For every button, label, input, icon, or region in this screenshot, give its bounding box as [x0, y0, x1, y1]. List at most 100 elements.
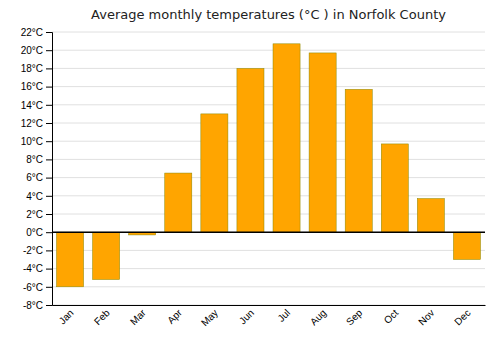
y-tick-label: 10°C	[21, 136, 43, 147]
y-tick-label: -8°C	[23, 300, 43, 311]
y-tick-mark	[46, 305, 52, 306]
y-tick-mark	[46, 50, 52, 51]
y-tick-label: 8°C	[26, 154, 43, 165]
y-tick-mark	[46, 159, 52, 160]
grid-line	[52, 86, 485, 87]
bar	[165, 173, 192, 232]
y-axis: -8°C -6°C -4°C -2°C 0°C 2°C 4°C 6°C 8°C 10°C 12°C 1…	[21, 27, 53, 311]
y-tick: 2°C	[26, 209, 52, 220]
x-axis-line	[53, 305, 486, 306]
grid-line	[52, 123, 485, 124]
y-axis-line	[46, 33, 53, 306]
x-tick-label: Mar	[128, 307, 148, 327]
x-tick-label: Feb	[92, 307, 112, 327]
y-tick: -2°C	[23, 245, 52, 256]
y-tick: -8°C	[23, 300, 52, 311]
x-tick: Oct	[382, 307, 401, 326]
y-tick-mark	[46, 269, 52, 270]
bar	[201, 114, 228, 232]
grid-line	[52, 141, 485, 142]
bars	[57, 44, 481, 287]
y-tick-mark	[46, 196, 52, 197]
x-tick: Jul	[275, 307, 292, 324]
x-tick-label: Aug	[308, 307, 328, 327]
bar	[417, 199, 444, 233]
y-tick-mark	[46, 105, 52, 106]
x-tick: Apr	[165, 307, 184, 326]
y-tick: 14°C	[21, 100, 52, 111]
x-tick-label: Jul	[275, 307, 292, 324]
grid-line	[52, 68, 485, 69]
x-tick-label: Jan	[57, 307, 76, 326]
grid-line	[52, 232, 485, 233]
grid-line	[52, 104, 485, 105]
x-tick: Dec	[452, 307, 472, 327]
y-tick-label: 0°C	[26, 227, 43, 238]
bar	[93, 232, 120, 279]
y-tick: 8°C	[26, 154, 52, 165]
x-tick: Sep	[344, 307, 365, 328]
bar	[237, 68, 264, 232]
y-tick-label: 4°C	[26, 191, 43, 202]
grid-line	[52, 177, 485, 178]
grid-line	[52, 159, 485, 160]
x-tick: Nov	[416, 307, 436, 327]
y-tick-mark	[46, 214, 52, 215]
y-tick-mark	[46, 123, 52, 124]
y-tick-label: 14°C	[21, 100, 43, 111]
bar	[57, 232, 84, 287]
y-tick-label: -4°C	[23, 263, 43, 274]
y-tick-label: 20°C	[21, 45, 43, 56]
y-tick-label: 12°C	[21, 118, 43, 129]
bar	[453, 232, 480, 259]
y-tick-label: -6°C	[23, 282, 43, 293]
chart: -8°C -6°C -4°C -2°C 0°C 2°C 4°C 6°C 8°C 10°C 12°C 1…	[0, 0, 500, 350]
y-tick: -6°C	[23, 282, 52, 293]
zero-line	[52, 231, 485, 233]
y-tick-mark	[46, 250, 52, 251]
x-tick: Jun	[237, 307, 256, 326]
y-tick: 22°C	[21, 27, 52, 38]
bar	[273, 44, 300, 232]
x-tick: Jan	[57, 307, 76, 326]
grid-line	[52, 50, 485, 51]
y-tick: 20°C	[21, 45, 52, 56]
y-tick-label: 18°C	[21, 63, 43, 74]
x-tick-label: Apr	[165, 307, 184, 326]
x-tick: Mar	[128, 307, 148, 327]
grid-line	[52, 305, 485, 306]
title: Average monthly temperatures (°C ) in No…	[91, 7, 446, 22]
x-tick-label: Sep	[344, 307, 365, 328]
y-tick-label: 2°C	[26, 209, 43, 220]
grid-line	[52, 32, 485, 33]
y-tick: 12°C	[21, 118, 52, 129]
y-tick-mark	[46, 178, 52, 179]
grid	[52, 32, 485, 305]
y-tick-mark	[46, 87, 52, 88]
bar	[309, 53, 336, 232]
y-tick: 0°C	[26, 227, 52, 238]
y-tick: 16°C	[21, 81, 52, 92]
plot: -8°C -6°C -4°C -2°C 0°C 2°C 4°C 6°C 8°C 10°C 12°C 1…	[21, 27, 486, 329]
y-tick-mark	[46, 68, 52, 69]
y-tick: 4°C	[26, 191, 52, 202]
y-tick-label: 22°C	[21, 27, 43, 38]
y-tick: -4°C	[23, 263, 52, 274]
x-tick-label: Oct	[382, 307, 401, 326]
y-tick-label: 16°C	[21, 81, 43, 92]
x-tick-label: Jun	[237, 307, 256, 326]
bar	[345, 89, 372, 232]
x-tick: Aug	[308, 307, 328, 327]
grid-line	[52, 286, 485, 287]
x-axis: Jan Feb Mar Apr May Jun Jul Aug Sep Oct Nov Dec	[53, 306, 486, 329]
y-tick-mark	[46, 32, 52, 33]
y-tick: 6°C	[26, 172, 52, 183]
x-tick-label: May	[199, 307, 220, 328]
x-tick-label: Dec	[452, 307, 472, 327]
x-tick: May	[199, 307, 220, 328]
y-tick-mark	[46, 141, 52, 142]
y-tick-mark	[46, 287, 52, 288]
x-tick-label: Nov	[416, 307, 436, 327]
y-tick: 18°C	[21, 63, 52, 74]
grid-line	[52, 195, 485, 196]
